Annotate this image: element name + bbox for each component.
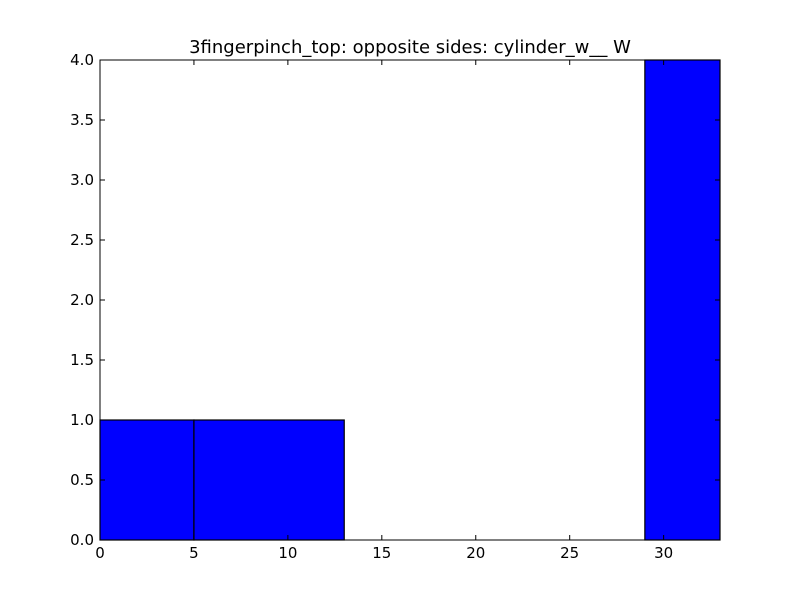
y-tick-label: 3.5 — [70, 111, 94, 129]
x-tick-label: 30 — [654, 544, 673, 562]
y-tick-label: 0.0 — [70, 531, 94, 549]
y-tick-label: 1.5 — [70, 351, 94, 369]
x-tick-label: 25 — [560, 544, 579, 562]
y-tick-label: 2.0 — [70, 291, 94, 309]
y-axis: 0.0 0.5 1.0 1.5 2.0 2.5 3.0 3.5 4.0 — [70, 51, 720, 549]
y-tick-label: 1.0 — [70, 411, 94, 429]
chart-title: 3fingerpinch_top: opposite sides: cylind… — [189, 37, 631, 58]
x-tick-label: 20 — [466, 544, 485, 562]
x-tick-label: 15 — [372, 544, 391, 562]
y-tick-label: 4.0 — [70, 51, 94, 69]
histogram-bar — [99, 419, 195, 541]
bars-group — [99, 59, 721, 541]
x-tick-label: 10 — [278, 544, 297, 562]
x-axis: 0 5 10 15 20 25 30 — [95, 60, 673, 562]
y-tick-label: 0.5 — [70, 471, 94, 489]
histogram-bar — [193, 419, 345, 541]
y-tick-label: 3.0 — [70, 171, 94, 189]
y-tick-label: 2.5 — [70, 231, 94, 249]
x-tick-label: 0 — [95, 544, 105, 562]
histogram-bar — [644, 59, 721, 541]
x-tick-label: 5 — [189, 544, 199, 562]
